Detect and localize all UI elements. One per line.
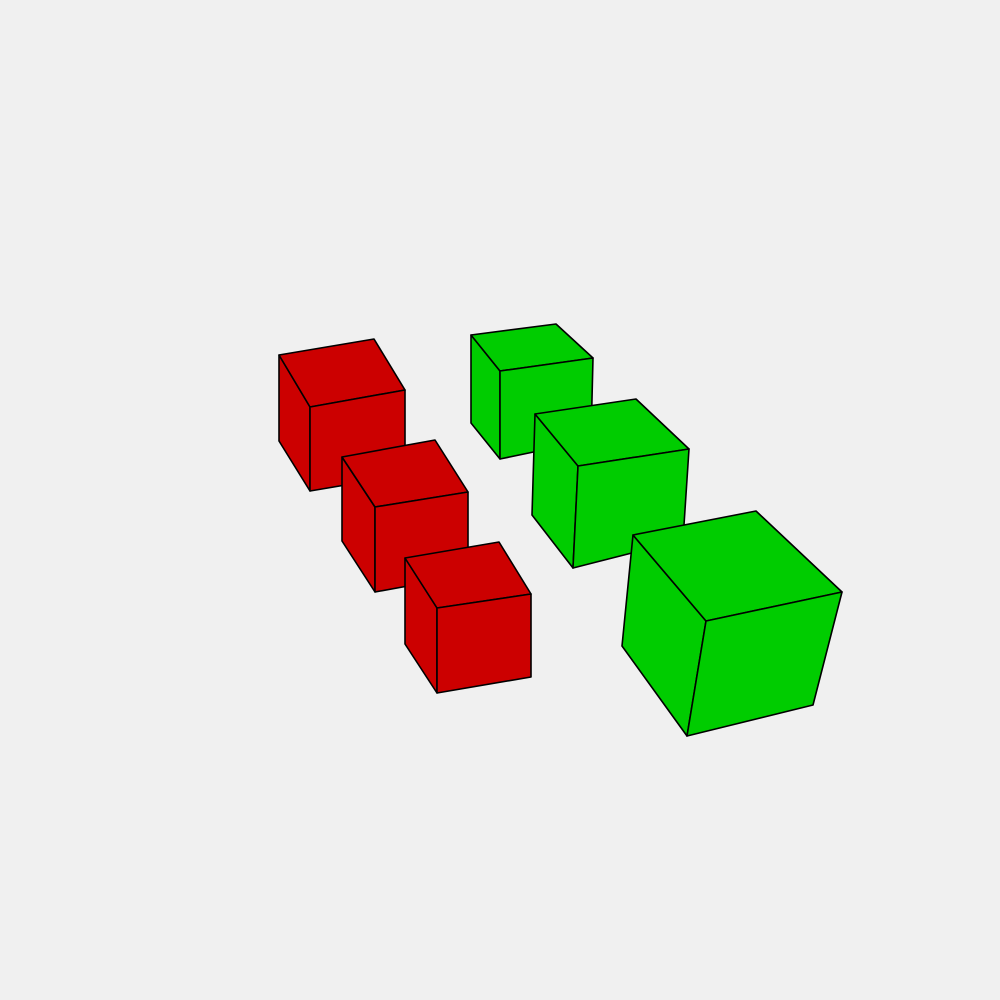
red-cube-front-face (436, 593, 532, 694)
green-cube (531, 398, 690, 569)
green-cube-front-face (686, 591, 843, 737)
red-cube (404, 541, 532, 694)
green-cube (621, 510, 843, 737)
